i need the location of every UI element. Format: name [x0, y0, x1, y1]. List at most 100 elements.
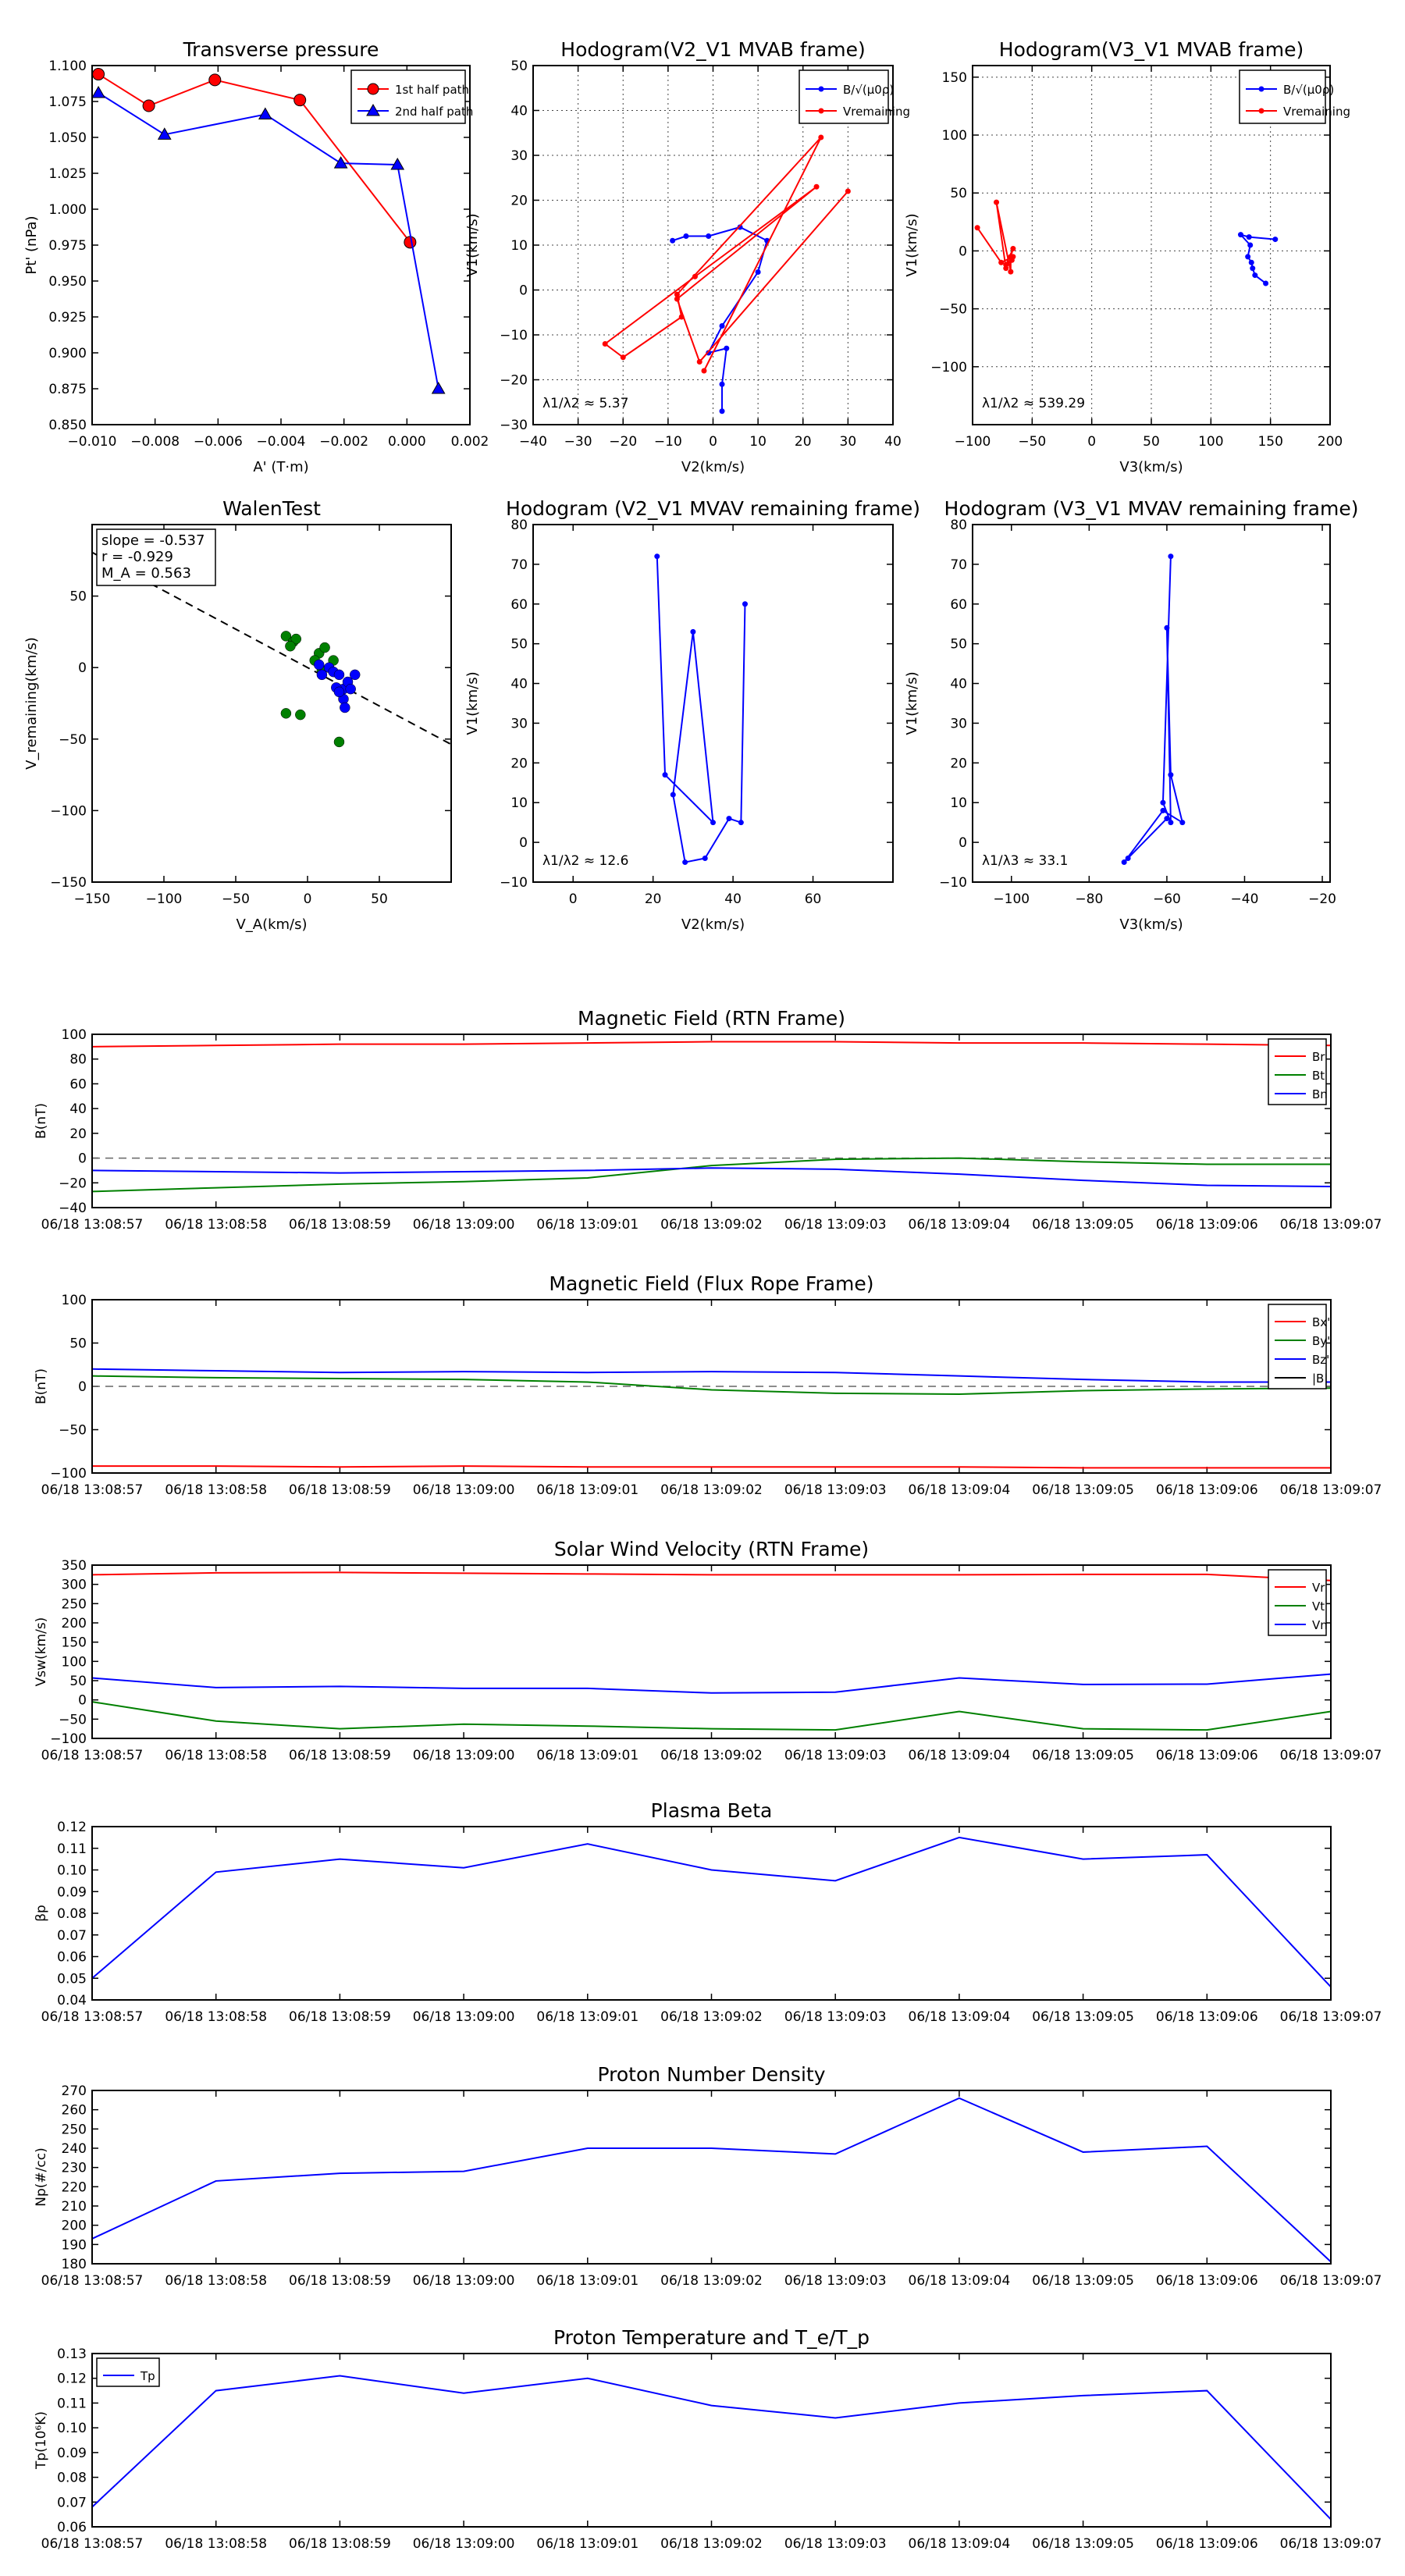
x-tick-label: −40 — [1231, 891, 1259, 907]
y-axis-label: Np(#/cc) — [34, 2147, 49, 2206]
data-point — [724, 345, 730, 351]
y-tick-label: 0.925 — [48, 310, 87, 326]
data-point — [333, 736, 345, 748]
x-tick-label: 06/18 13:08:57 — [41, 1217, 144, 1233]
y-tick-label: 180 — [62, 2257, 87, 2272]
series-line-2 — [976, 201, 1016, 272]
x-tick-label: 06/18 13:08:57 — [41, 1482, 144, 1498]
x-tick-label: 06/18 13:09:01 — [536, 2009, 638, 2025]
legend-label: B/√(μ0ρ) — [1283, 83, 1334, 97]
y-tick-label: 350 — [62, 1558, 87, 1574]
y-tick-label: 50 — [950, 637, 967, 653]
annotation-box — [96, 528, 216, 586]
series-line-2 — [98, 92, 439, 390]
axes-frame — [91, 65, 471, 425]
plot-area — [974, 199, 1279, 286]
data-point — [1125, 855, 1131, 861]
legend-label: B/√(μ0ρ) — [843, 83, 894, 97]
data-point — [92, 68, 105, 81]
x-tick-label: 06/18 13:08:57 — [41, 2536, 144, 2552]
axes-frame — [532, 524, 894, 883]
data-point — [319, 642, 330, 653]
data-point — [678, 314, 685, 320]
y-tick-label: 50 — [69, 1336, 87, 1352]
x-tick-label: 06/18 13:09:01 — [536, 1482, 638, 1498]
chart-beta: 06/18 13:08:57 06/18 13:08:58 06/18 13:08:… — [34, 1799, 1382, 2025]
y-tick-label: 30 — [950, 716, 967, 731]
x-tick-label: 06/18 13:09:07 — [1280, 2273, 1382, 2289]
legend-marker — [367, 83, 379, 95]
y-tick-label: 70 — [950, 557, 967, 573]
y-tick-label: 0.06 — [57, 2520, 87, 2535]
legend-label: Vremaining — [1283, 105, 1350, 119]
y-tick-label: 50 — [510, 637, 528, 653]
y-axis-label: V1(km/s) — [904, 213, 920, 276]
x-tick-label: 10 — [749, 434, 767, 450]
y-axis-label: V1(km/s) — [464, 671, 481, 735]
x-tick-label: −0.010 — [68, 434, 117, 450]
data-point — [696, 359, 702, 365]
data-point — [290, 633, 302, 645]
y-tick-label: −10 — [500, 328, 528, 343]
x-tick-label: −100 — [146, 891, 183, 907]
legend-label: Bx' — [1312, 1315, 1330, 1329]
series-line-bz — [91, 1368, 1331, 1383]
legend-label: Br — [1312, 1050, 1325, 1064]
data-point — [738, 820, 744, 826]
y-tick-label: 220 — [62, 2179, 87, 2195]
chart-title: Magnetic Field (RTN Frame) — [578, 1007, 845, 1030]
legend-label: 1st half path — [395, 83, 469, 97]
y-tick-label: 150 — [942, 70, 967, 86]
x-tick-label: 06/18 13:08:59 — [289, 1217, 391, 1233]
data-point — [142, 99, 155, 112]
x-tick-label: 06/18 13:09:03 — [784, 1748, 887, 1763]
y-tick-label: 0.05 — [57, 1971, 87, 1987]
x-tick-label: 06/18 13:09:05 — [1032, 2536, 1134, 2552]
data-point — [316, 669, 328, 681]
y-tick-label: −100 — [930, 360, 967, 375]
y-tick-label: 0.08 — [57, 2471, 87, 2486]
chart-tp: −0.010 −0.008 −0.006 −0.004 −0.002 0.000 0.002… — [23, 38, 489, 475]
series-line-br — [91, 1041, 1332, 1048]
y-tick-label: 0.875 — [48, 382, 87, 397]
legend-label: Vt — [1312, 1599, 1325, 1614]
x-tick-label: −0.002 — [319, 434, 368, 450]
x-tick-label: 06/18 13:09:01 — [536, 1748, 638, 1763]
data-point — [92, 85, 105, 98]
data-point — [333, 686, 345, 698]
x-tick-label: 06/18 13:08:58 — [165, 2536, 267, 2552]
y-tick-label: 80 — [69, 1052, 87, 1068]
data-point — [1003, 262, 1009, 268]
x-tick-label: 06/18 13:09:06 — [1156, 1482, 1258, 1498]
annotation-text: λ1/λ3 ≈ 33.1 — [982, 853, 1068, 869]
legend-marker — [366, 103, 380, 116]
y-tick-label: 0.06 — [57, 1950, 87, 1966]
y-tick-label: 0.11 — [57, 2396, 87, 2411]
data-point — [431, 381, 446, 394]
axes-frame — [91, 524, 452, 883]
legend-marker — [818, 86, 824, 92]
data-point — [1008, 269, 1014, 275]
series-line-bt — [91, 1157, 1331, 1193]
data-point — [157, 127, 172, 140]
x-tick-label: 06/18 13:09:07 — [1280, 1217, 1382, 1233]
y-tick-label: 0.13 — [57, 2347, 87, 2362]
axes-frame — [91, 1034, 1332, 1208]
y-tick-label: 70 — [510, 557, 528, 573]
x-tick-label: 0.000 — [388, 434, 426, 450]
data-point — [692, 273, 698, 279]
y-tick-label: 250 — [62, 2122, 87, 2137]
data-point — [280, 708, 292, 719]
legend-label: Vn — [1312, 1618, 1328, 1632]
x-tick-label: 60 — [805, 891, 822, 907]
y-tick-label: 80 — [950, 518, 967, 533]
data-point — [390, 157, 405, 170]
y-tick-label: 1.000 — [48, 202, 87, 218]
y-tick-label: 300 — [62, 1578, 87, 1593]
data-point — [1160, 807, 1166, 813]
y-tick-label: 30 — [510, 716, 528, 731]
annotation-text: slope = -0.537 — [101, 532, 205, 549]
data-point — [726, 816, 732, 822]
data-point — [1164, 624, 1170, 631]
